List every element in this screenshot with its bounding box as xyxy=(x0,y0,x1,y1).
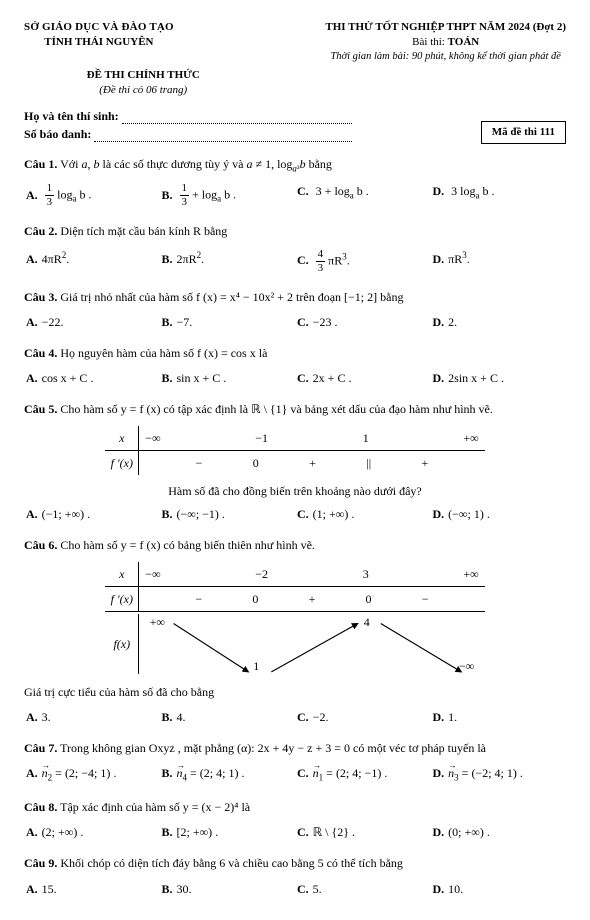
q6-choice-d[interactable]: D.1. xyxy=(431,706,567,728)
q9-choice-a[interactable]: A.15. xyxy=(24,878,160,900)
q2-choice-c[interactable]: C. 43 πR3. xyxy=(295,246,431,277)
q1-choice-d[interactable]: D. 3 loga b . xyxy=(431,180,567,211)
q3-choice-b[interactable]: B.−7. xyxy=(160,311,296,333)
candidate-info: Họ và tên thí sinh: Số báo danh: Mã đề t… xyxy=(24,106,566,144)
q6-variation-table: x −∞−23+∞ f ′(x) −0+0− f(x) +∞ 4 1 −∞ xyxy=(105,562,484,676)
q6-choice-a[interactable]: A.3. xyxy=(24,706,160,728)
q3-choice-a[interactable]: A.−22. xyxy=(24,311,160,333)
q9-choice-b[interactable]: B.30. xyxy=(160,878,296,900)
time-line: Thời gian làm bài: 90 phút, không kể thờ… xyxy=(325,50,566,64)
question-1: Câu 1. Với a, b là các số thực dương tùy… xyxy=(24,156,566,212)
q7-choice-c[interactable]: C.n1 = (2; 4; −1) . xyxy=(295,762,431,787)
header-right: THI THỬ TỐT NGHIỆP THPT NĂM 2024 (Đợt 2)… xyxy=(325,20,566,64)
q9-choice-d[interactable]: D.10. xyxy=(431,878,567,900)
province-line: TỈNH THÁI NGUYÊN xyxy=(24,35,174,50)
q2-choice-a[interactable]: A.4πR2. xyxy=(24,246,160,277)
question-3: Câu 3. Giá trị nhỏ nhất của hàm số f (x)… xyxy=(24,289,566,333)
sub-header: ĐỀ THI CHÍNH THỨC (Đề thi có 06 trang) xyxy=(24,68,566,98)
q2-choice-b[interactable]: B.2πR2. xyxy=(160,246,296,277)
question-2: Câu 2. Diện tích mặt cầu bán kính R bằng… xyxy=(24,223,566,276)
q6-mid: Giá trị cực tiểu của hàm số đã cho bằng xyxy=(24,684,566,700)
exam-title: THI THỬ TỐT NGHIỆP THPT NĂM 2024 (Đợt 2) xyxy=(325,20,566,35)
q5-choice-d[interactable]: D.(−∞; 1) . xyxy=(431,503,567,525)
header-left: SỞ GIÁO DỤC VÀ ĐÀO TẠO TỈNH THÁI NGUYÊN xyxy=(24,20,174,64)
name-line: Họ và tên thí sinh: xyxy=(24,108,481,124)
q1-choice-a[interactable]: A. 13 loga b . xyxy=(24,180,160,211)
pages-label: (Đề thi có 06 trang) xyxy=(24,83,262,98)
header: SỞ GIÁO DỤC VÀ ĐÀO TẠO TỈNH THÁI NGUYÊN … xyxy=(24,20,566,64)
q5-choice-a[interactable]: A.(−1; +∞) . xyxy=(24,503,160,525)
q8-choice-a[interactable]: A.(2; +∞) . xyxy=(24,821,160,843)
question-4: Câu 4. Họ nguyên hàm của hàm số f (x) = … xyxy=(24,345,566,389)
question-8: Câu 8. Tập xác định của hàm số y = (x − … xyxy=(24,799,566,843)
q1-choice-b[interactable]: B. 13 + loga b . xyxy=(160,180,296,211)
q8-choice-b[interactable]: B.[2; +∞) . xyxy=(160,821,296,843)
q4-choice-b[interactable]: B.sin x + C . xyxy=(160,367,296,389)
question-7: Câu 7. Trong không gian Oxyz , mặt phẳng… xyxy=(24,740,566,787)
q9-choice-c[interactable]: C.5. xyxy=(295,878,431,900)
sbd-line: Số báo danh: xyxy=(24,126,481,142)
q4-choice-d[interactable]: D.2sin x + C . xyxy=(431,367,567,389)
q7-choice-a[interactable]: A.n2 = (2; −4; 1) . xyxy=(24,762,160,787)
question-6: Câu 6. Cho hàm số y = f (x) có bảng biến… xyxy=(24,537,566,728)
q5-choice-b[interactable]: B.(−∞; −1) . xyxy=(160,503,296,525)
q5-sign-table: x −∞−11+∞ f ′(x) − 0 + || + xyxy=(105,426,484,475)
question-9: Câu 9. Khối chóp có diện tích đáy bằng 6… xyxy=(24,855,566,899)
q7-choice-b[interactable]: B.n4 = (2; 4; 1) . xyxy=(160,762,296,787)
official-label: ĐỀ THI CHÍNH THỨC xyxy=(24,68,262,83)
subject-line: Bài thi: TOÁN xyxy=(325,35,566,50)
q6-choice-b[interactable]: B.4. xyxy=(160,706,296,728)
q8-choice-c[interactable]: C.ℝ \ {2} . xyxy=(295,821,431,843)
q5-mid: Hàm số đã cho đồng biến trên khoảng nào … xyxy=(24,483,566,499)
q6-choice-c[interactable]: C.−2. xyxy=(295,706,431,728)
q2-choice-d[interactable]: D.πR3. xyxy=(431,246,567,277)
q5-choice-c[interactable]: C.(1; +∞) . xyxy=(295,503,431,525)
exam-code-box: Mã đề thi 111 xyxy=(481,121,566,144)
q4-choice-a[interactable]: A.cos x + C . xyxy=(24,367,160,389)
question-5: Câu 5. Cho hàm số y = f (x) có tập xác đ… xyxy=(24,401,566,525)
ministry-line: SỞ GIÁO DỤC VÀ ĐÀO TẠO xyxy=(24,20,174,35)
q1-choice-c[interactable]: C. 3 + loga b . xyxy=(295,180,431,211)
q4-choice-c[interactable]: C.2x + C . xyxy=(295,367,431,389)
q3-choice-c[interactable]: C.−23 . xyxy=(295,311,431,333)
q6-arrows xyxy=(139,612,484,686)
q8-choice-d[interactable]: D.(0; +∞) . xyxy=(431,821,567,843)
q3-choice-d[interactable]: D.2. xyxy=(431,311,567,333)
q7-choice-d[interactable]: D.n3 = (−2; 4; 1) . xyxy=(431,762,567,787)
